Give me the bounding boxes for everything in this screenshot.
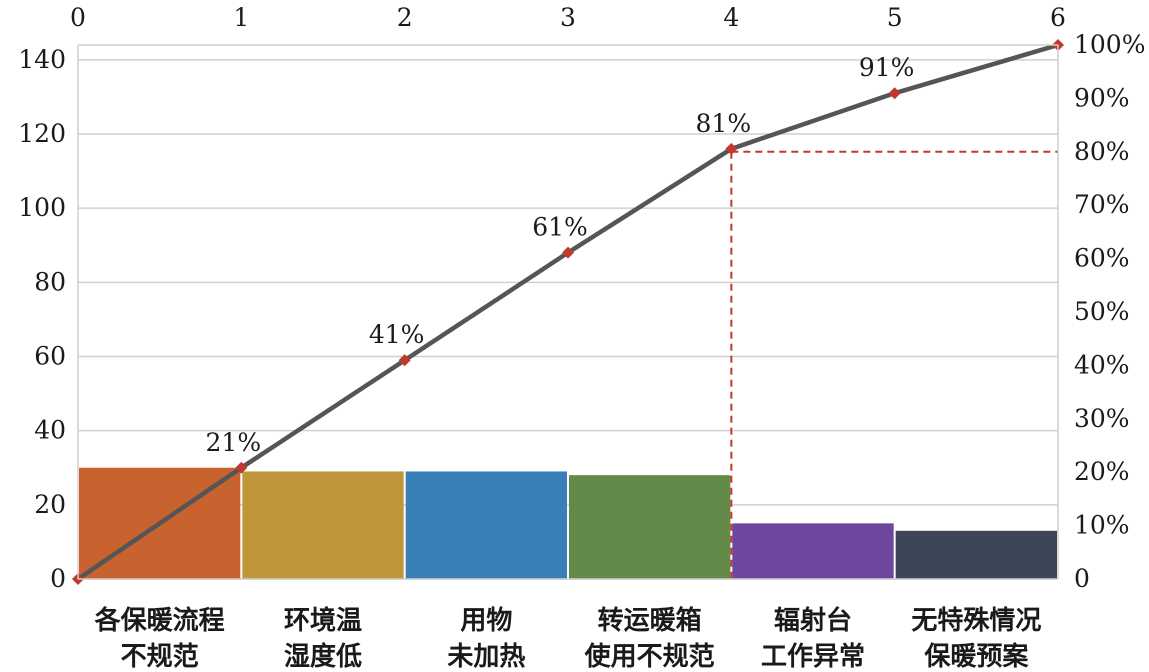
y-right-tick-3: 30%	[1074, 404, 1130, 433]
category-label-2-line-0: 用物	[460, 606, 512, 636]
category-label-4-line-1: 工作异常	[761, 642, 865, 672]
grid-lines	[78, 59, 1058, 580]
x-top-tick-3: 3	[560, 3, 576, 32]
x-top-tick-1: 1	[233, 3, 249, 32]
x-top-tick-6: 6	[1050, 3, 1066, 32]
category-label-5-line-1: 保暖预案	[923, 641, 1029, 672]
x-top-tick-5: 5	[887, 3, 903, 32]
y-left-tick-7: 140	[18, 45, 66, 74]
axes	[77, 44, 1059, 580]
cumulative-label-3: 61%	[532, 213, 588, 242]
y-right-tick-2: 20%	[1074, 457, 1130, 486]
cumulative-marker-2	[398, 354, 411, 367]
y-right-tick-1: 10%	[1074, 511, 1130, 540]
cumulative-label-1: 21%	[206, 428, 262, 457]
labels: 21%41%61%81%91%020406080100120140010%20%…	[18, 3, 1145, 672]
cumulative-marker-3	[562, 246, 574, 259]
y-left-tick-3: 60	[34, 342, 66, 371]
y-left-tick-0: 0	[50, 564, 66, 593]
bar-2	[405, 471, 567, 579]
y-right-tick-6: 60%	[1074, 244, 1130, 273]
y-right-tick-4: 40%	[1074, 350, 1130, 379]
category-label-3-line-0: 转运暖箱	[598, 605, 702, 636]
bar-5	[895, 530, 1057, 579]
category-label-2-line-1: 未加热	[447, 642, 525, 672]
bar-4	[732, 523, 894, 579]
category-label-1-line-0: 环境温	[284, 605, 362, 636]
y-right-tick-9: 90%	[1074, 83, 1130, 112]
y-right-tick-0: 0	[1074, 564, 1090, 593]
category-label-3-line-1: 使用不规范	[584, 642, 715, 672]
bars	[79, 467, 1057, 579]
y-right-tick-5: 50%	[1074, 297, 1130, 326]
x-top-tick-0: 0	[70, 3, 86, 32]
cumulative-label-4: 81%	[696, 109, 752, 138]
cumulative-marker-1	[235, 461, 248, 474]
y-right-tick-7: 70%	[1074, 190, 1130, 219]
y-right-tick-10: 100%	[1074, 30, 1145, 59]
reference-lines	[730, 150, 1058, 579]
bar-1	[242, 471, 404, 579]
x-top-tick-4: 4	[723, 3, 739, 32]
y-left-tick-5: 100	[18, 193, 66, 222]
category-label-0-line-0: 各保暖流程	[94, 605, 225, 636]
bar-3	[569, 475, 731, 579]
x-top-tick-2: 2	[397, 3, 413, 32]
y-left-tick-1: 20	[34, 490, 66, 519]
y-left-tick-6: 120	[18, 119, 66, 148]
category-label-4-line-0: 辐射台	[774, 605, 852, 636]
y-left-tick-4: 80	[34, 267, 66, 296]
category-label-1-line-1: 湿度低	[284, 641, 362, 672]
y-right-tick-8: 80%	[1074, 137, 1130, 166]
y-left-tick-2: 40	[34, 416, 66, 445]
cumulative-label-2: 41%	[369, 320, 425, 349]
cumulative-marker-5	[888, 87, 901, 100]
cumulative-label-5: 91%	[859, 53, 915, 82]
category-label-5-line-0: 无特殊情况	[911, 605, 1041, 636]
cumulative-marker-4	[725, 142, 738, 155]
category-label-0-line-1: 不规范	[121, 642, 199, 672]
